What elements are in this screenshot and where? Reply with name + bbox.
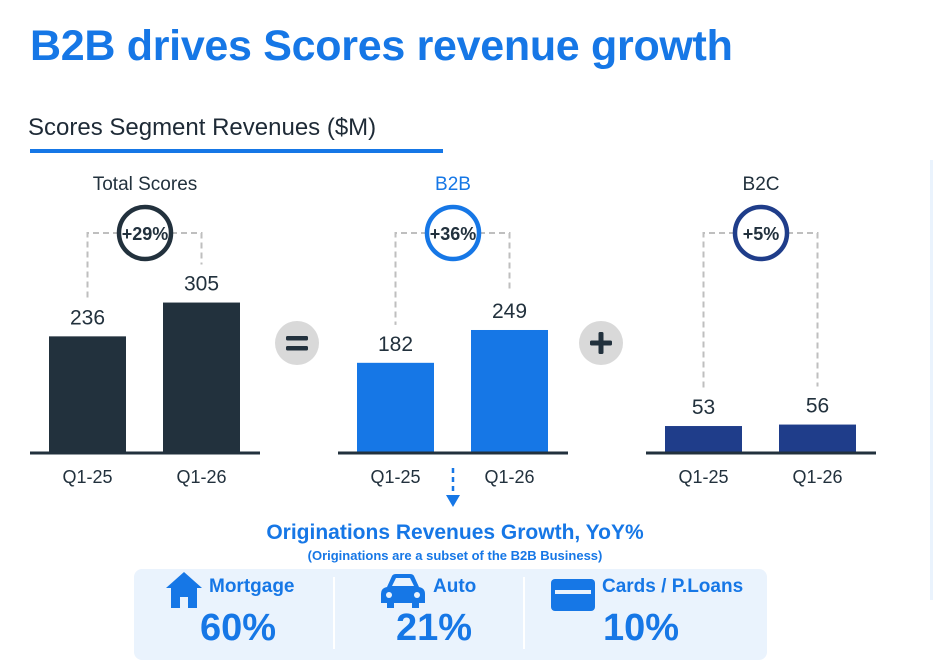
growth-connector-left (394, 232, 427, 325)
growth-ring (424, 204, 482, 262)
scores-revenue-charts: Total Scores +29% 236 Q1-25 305 Q1-26 B2B +36% 1… (30, 174, 876, 507)
tick-label: Q1-26 (176, 467, 226, 487)
panel-divider (523, 577, 525, 649)
data-label: 53 (692, 396, 715, 419)
auto-value: 21% (396, 607, 473, 649)
tick-label: Q1-26 (484, 467, 534, 487)
b2b-drilldown-arrow-head (446, 495, 460, 507)
growth-connector-left (702, 232, 735, 389)
chart-title: B2B (435, 174, 471, 195)
bar (49, 336, 126, 452)
originations-item-cards: Cards / P.Loans 10% (525, 569, 767, 660)
tick-label: Q1-26 (792, 467, 842, 487)
bar (357, 362, 434, 452)
tick-label: Q1-25 (678, 467, 728, 487)
section-subtitle: Scores Segment Revenues ($M) (28, 114, 377, 141)
bar (779, 424, 856, 452)
growth-label: +36% (430, 224, 477, 244)
growth-label: +5% (743, 224, 780, 244)
bar (471, 329, 548, 452)
equals-bar-bottom (286, 346, 308, 351)
data-label: 56 (806, 395, 829, 418)
originations-note: (Originations are a subset of the B2B Bu… (307, 548, 603, 563)
growth-connector-left (86, 232, 119, 299)
car-icon (381, 574, 425, 608)
side-divider (930, 160, 933, 600)
credit-card-icon (551, 579, 595, 611)
data-label: 305 (184, 273, 219, 296)
growth-connector-right (479, 232, 511, 292)
auto-label: Auto (433, 576, 477, 597)
tick-label: Q1-25 (370, 467, 420, 487)
mortgage-value: 60% (200, 607, 277, 649)
plus-bar-vertical (598, 332, 604, 354)
growth-label: +29% (122, 224, 169, 244)
mortgage-label: Mortgage (209, 576, 295, 597)
cards-label: Cards / P.Loans (602, 576, 744, 597)
bar (665, 426, 742, 452)
panel-divider (333, 577, 335, 649)
page-title: B2B drives Scores revenue growth (30, 22, 733, 70)
tick-label: Q1-25 (62, 467, 112, 487)
originations-panel: Mortgage 60% Auto 21% Cards / P.Loans 10… (134, 569, 767, 660)
subtitle-underline (30, 149, 443, 153)
originations-title: Originations Revenues Growth, YoY% (266, 521, 644, 544)
house-icon (166, 572, 202, 608)
chart-title: B2C (743, 174, 780, 195)
growth-connector-right (171, 232, 203, 265)
originations-item-mortgage: Mortgage 60% (134, 569, 334, 660)
growth-ring (116, 204, 174, 262)
originations-item-auto: Auto 21% (335, 569, 523, 660)
chart-title: Total Scores (93, 174, 198, 195)
equals-bar-top (286, 336, 308, 341)
growth-connector-right (787, 232, 819, 387)
data-label: 236 (70, 306, 105, 329)
data-label: 182 (378, 333, 413, 356)
equals-sign (275, 321, 319, 365)
data-label: 249 (492, 300, 527, 323)
cards-value: 10% (603, 607, 680, 649)
growth-ring (732, 204, 790, 262)
bar (163, 302, 240, 452)
